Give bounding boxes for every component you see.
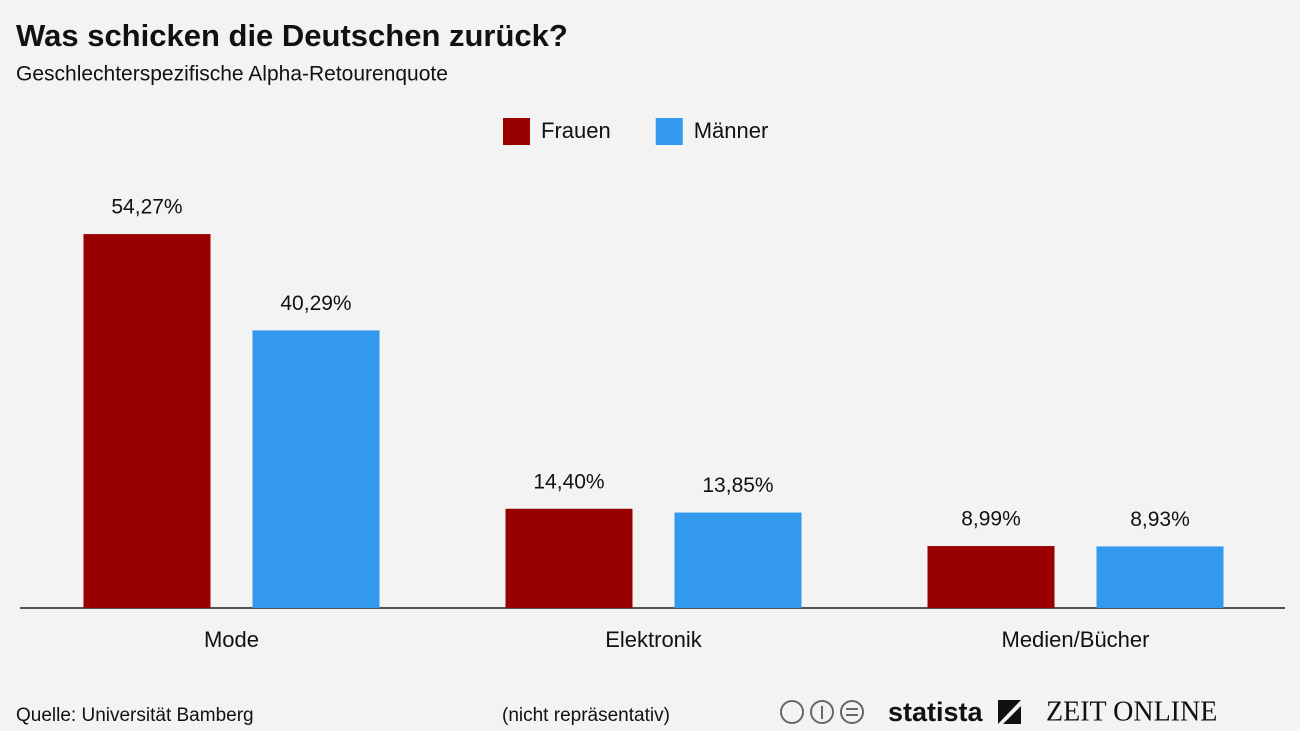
bar [1096, 546, 1224, 608]
source: Quelle: Universität Bamberg [16, 705, 254, 726]
legend-swatch [655, 118, 683, 145]
statista-icon [998, 700, 1021, 724]
cc-icons [780, 700, 864, 724]
chart-title: Was schicken die Deutschen zurück? [16, 18, 568, 53]
x-tick-label: Mode [204, 627, 259, 652]
legend-label: Frauen [541, 118, 611, 143]
logo-statista: statista [888, 697, 984, 727]
bar [674, 512, 802, 608]
legend-label: Männer [694, 118, 769, 143]
chart-subtitle: Geschlechterspezifische Alpha-Retourenqu… [16, 63, 448, 86]
value-label: 14,40% [533, 470, 604, 493]
x-tick-label: Elektronik [605, 627, 703, 652]
logo-zeit: ZEIT ONLINE [1046, 696, 1217, 727]
bar [83, 234, 211, 608]
value-label: 8,99% [961, 508, 1021, 531]
value-label: 13,85% [702, 474, 773, 497]
value-label: 40,29% [280, 292, 351, 315]
bar [505, 508, 633, 608]
bar [252, 330, 380, 608]
bar [927, 546, 1055, 608]
x-tick-label: Medien/Bücher [1002, 627, 1150, 652]
note: (nicht repräsentativ) [502, 705, 670, 726]
value-label: 8,93% [1130, 508, 1190, 531]
value-label: 54,27% [111, 196, 182, 219]
legend-swatch [503, 118, 530, 145]
